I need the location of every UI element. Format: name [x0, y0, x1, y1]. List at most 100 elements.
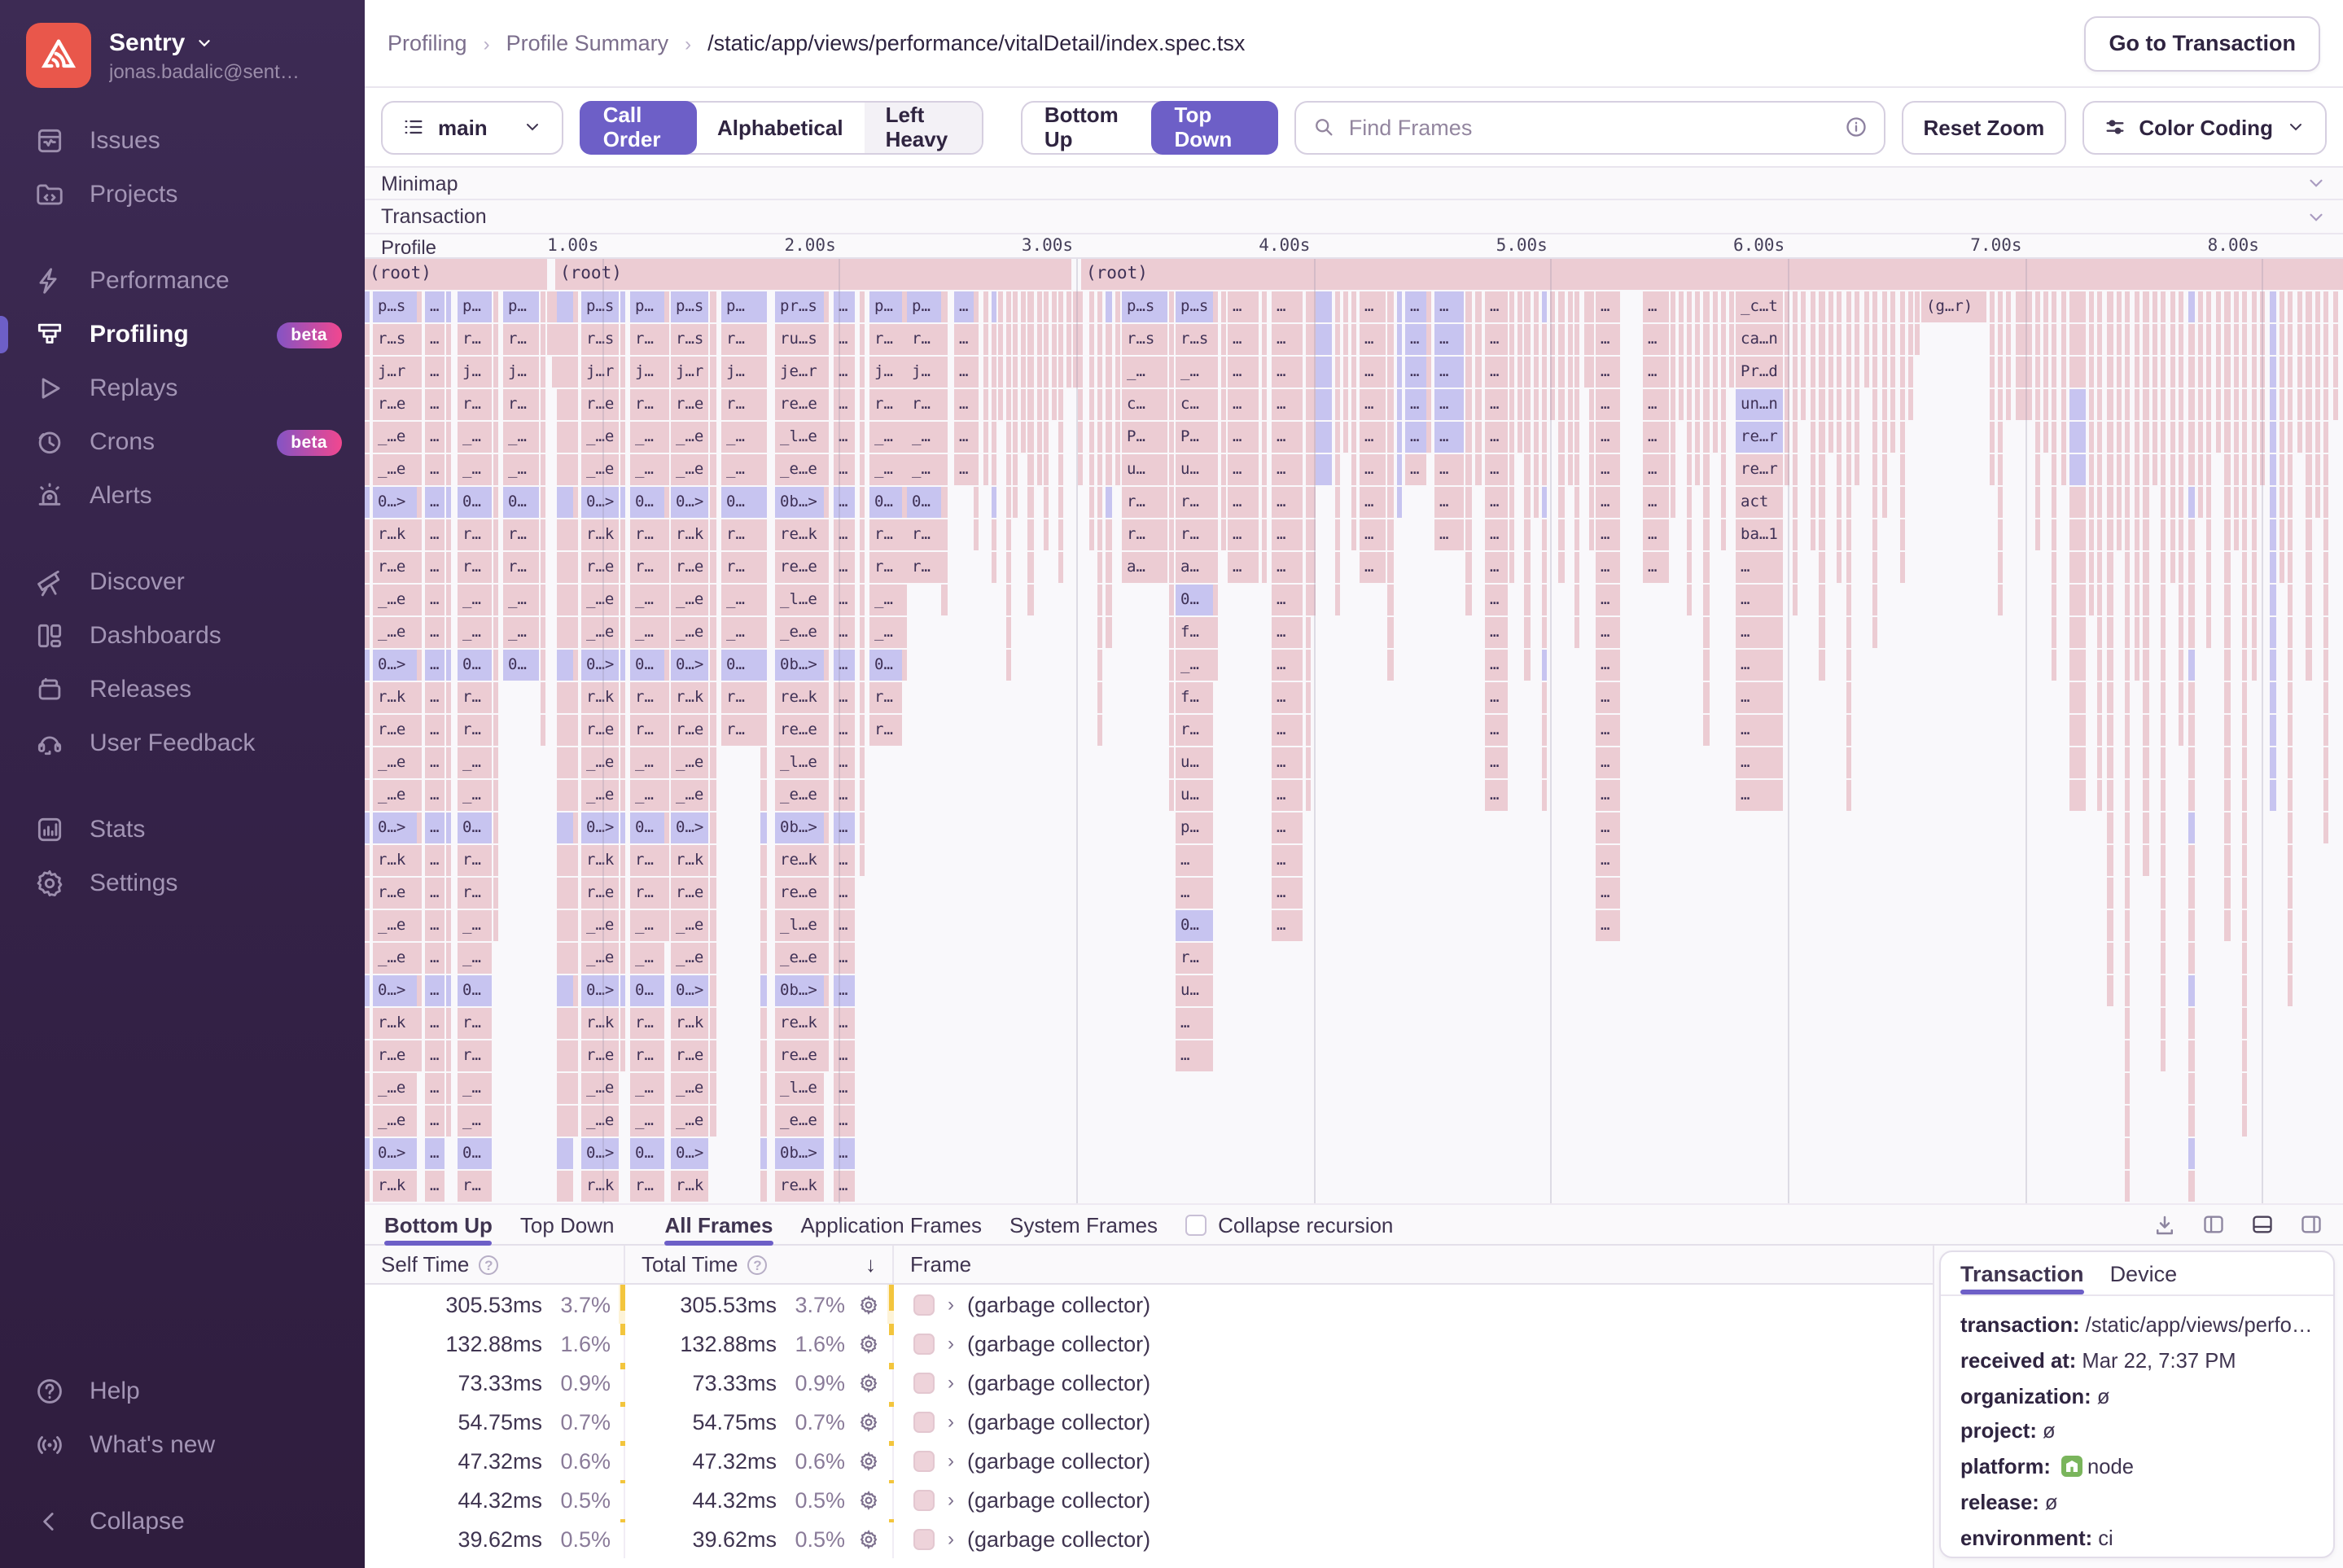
- flame-frame[interactable]: [824, 389, 829, 420]
- flame-frame[interactable]: [2089, 357, 2094, 388]
- flame-frame[interactable]: [620, 650, 625, 681]
- flame-frame[interactable]: [1998, 324, 2003, 355]
- flame-frame[interactable]: …: [425, 682, 445, 713]
- flame-frame[interactable]: [552, 357, 557, 388]
- expand-chevron-icon[interactable]: ›: [948, 1293, 954, 1316]
- flame-frame[interactable]: [1335, 487, 1340, 518]
- flame-frame[interactable]: [1998, 454, 2003, 485]
- flame-frame[interactable]: [983, 357, 988, 388]
- flame-frame[interactable]: _e…e: [775, 943, 824, 974]
- flame-frame[interactable]: [1819, 552, 1825, 583]
- flame-frame[interactable]: [941, 422, 948, 453]
- flame-frame[interactable]: [664, 682, 669, 713]
- flame-frame[interactable]: …: [1272, 617, 1303, 648]
- flame-frame[interactable]: …: [1485, 487, 1508, 518]
- flame-frame[interactable]: [2107, 389, 2113, 420]
- flame-frame[interactable]: [541, 324, 545, 355]
- flame-frame[interactable]: [2152, 324, 2157, 355]
- flame-frame[interactable]: [2270, 357, 2276, 388]
- flame-frame[interactable]: [1542, 454, 1547, 485]
- flame-frame[interactable]: [1073, 291, 1078, 322]
- flame-frame[interactable]: [620, 747, 625, 778]
- flame-frame[interactable]: [1316, 422, 1332, 453]
- flame-frame[interactable]: [1671, 487, 1675, 518]
- flame-frame[interactable]: [557, 1171, 573, 1202]
- flame-frame[interactable]: [824, 585, 829, 615]
- flame-frame[interactable]: …: [1272, 324, 1303, 355]
- flame-frame[interactable]: [2107, 780, 2113, 811]
- flame-frame[interactable]: [1855, 389, 1859, 420]
- flame-frame[interactable]: [2188, 975, 2195, 1006]
- flame-frame[interactable]: [557, 291, 573, 322]
- flame-frame[interactable]: 0…: [458, 812, 492, 843]
- flame-frame[interactable]: [446, 389, 451, 420]
- flame-frame[interactable]: …: [1485, 422, 1508, 453]
- flame-frame[interactable]: [446, 975, 451, 1006]
- flame-frame[interactable]: [1306, 682, 1311, 713]
- flame-frame[interactable]: [1465, 585, 1472, 615]
- flame-frame[interactable]: …: [1736, 650, 1783, 681]
- flame-frame[interactable]: [1115, 389, 1120, 420]
- flame-frame[interactable]: _…e: [671, 747, 708, 778]
- flame-frame[interactable]: [1058, 519, 1063, 550]
- flame-frame[interactable]: [1115, 454, 1120, 485]
- flame-frame[interactable]: …: [425, 715, 445, 746]
- flame-frame[interactable]: [552, 324, 557, 355]
- flame-frame[interactable]: [557, 715, 573, 746]
- flame-frame[interactable]: …: [1272, 878, 1303, 909]
- flame-frame[interactable]: [573, 389, 578, 420]
- flame-frame[interactable]: [1558, 291, 1565, 322]
- flame-frame[interactable]: …: [1272, 454, 1303, 485]
- table-row[interactable]: 132.88ms 1.6% 132.88ms 1.6% › (garbage collec…: [365, 1324, 1933, 1363]
- flame-frame[interactable]: …: [425, 617, 445, 648]
- flame-frame[interactable]: [2069, 585, 2086, 615]
- flame-frame[interactable]: [1426, 291, 1431, 322]
- flame-frame[interactable]: [2107, 487, 2113, 518]
- flame-frame[interactable]: [2224, 357, 2231, 388]
- flame-frame[interactable]: [710, 878, 716, 909]
- flame-frame[interactable]: [2288, 291, 2293, 322]
- flame-frame[interactable]: [1058, 291, 1063, 322]
- flame-frame[interactable]: [2270, 682, 2276, 713]
- flame-frame[interactable]: [1509, 389, 1514, 420]
- flame-frame[interactable]: 0…: [630, 650, 664, 681]
- flame-frame[interactable]: [620, 324, 625, 355]
- flame-frame[interactable]: [493, 617, 498, 648]
- flame-frame[interactable]: [417, 617, 422, 648]
- flame-frame[interactable]: [1703, 324, 1710, 355]
- flame-frame[interactable]: re…k: [775, 682, 824, 713]
- expand-chevron-icon[interactable]: ›: [948, 1410, 954, 1433]
- flame-frame[interactable]: [710, 454, 716, 485]
- flame-frame[interactable]: [2206, 324, 2211, 355]
- flame-frame[interactable]: [1574, 487, 1579, 518]
- flame-frame[interactable]: [824, 780, 829, 811]
- flame-frame[interactable]: [1058, 357, 1063, 388]
- gear-icon[interactable]: [858, 1450, 879, 1471]
- flame-frame[interactable]: [1558, 357, 1565, 388]
- flame-frame[interactable]: [2097, 389, 2102, 420]
- flame-frame[interactable]: [2143, 389, 2149, 420]
- flame-frame[interactable]: re…e: [775, 389, 824, 420]
- flame-frame[interactable]: …: [1272, 389, 1303, 420]
- flame-frame[interactable]: [2315, 389, 2320, 420]
- flame-frame[interactable]: [1262, 324, 1267, 355]
- flame-frame[interactable]: [1819, 422, 1825, 453]
- flame-frame[interactable]: [1524, 422, 1531, 453]
- flame-frame[interactable]: [620, 845, 625, 876]
- flame-frame[interactable]: [1058, 389, 1063, 420]
- flame-frame[interactable]: [1397, 324, 1402, 355]
- flame-frame[interactable]: …: [1272, 357, 1303, 388]
- flame-frame[interactable]: je…r: [775, 357, 824, 388]
- flame-frame[interactable]: [1828, 422, 1833, 453]
- flame-frame[interactable]: _…e: [671, 910, 708, 941]
- flame-frame[interactable]: …: [954, 357, 974, 388]
- flame-frame[interactable]: [664, 585, 669, 615]
- flame-frame[interactable]: [1335, 585, 1340, 615]
- flame-frame[interactable]: [1097, 552, 1102, 583]
- flame-frame[interactable]: [760, 975, 767, 1006]
- flame-frame[interactable]: [1262, 454, 1267, 485]
- flame-frame[interactable]: [710, 617, 716, 648]
- gear-icon[interactable]: [858, 1489, 879, 1510]
- flame-frame[interactable]: [365, 617, 370, 648]
- flame-frame[interactable]: _l…e: [775, 422, 824, 453]
